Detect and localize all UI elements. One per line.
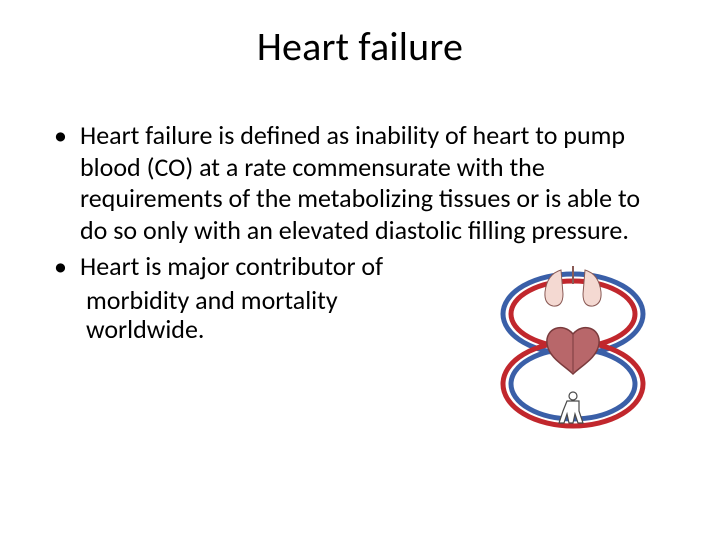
lungs-icon xyxy=(545,266,601,306)
slide: Heart failure Heart failure is defined a… xyxy=(0,0,720,540)
slide-title: Heart failure xyxy=(0,22,720,71)
circulation-svg xyxy=(488,264,658,434)
body-icon xyxy=(559,392,583,423)
heart-icon xyxy=(547,328,599,374)
bullet-item: Heart failure is defined as inability of… xyxy=(54,120,666,247)
circulation-diagram xyxy=(488,264,658,434)
bullet-list: Heart failure is defined as inability of… xyxy=(54,120,666,283)
